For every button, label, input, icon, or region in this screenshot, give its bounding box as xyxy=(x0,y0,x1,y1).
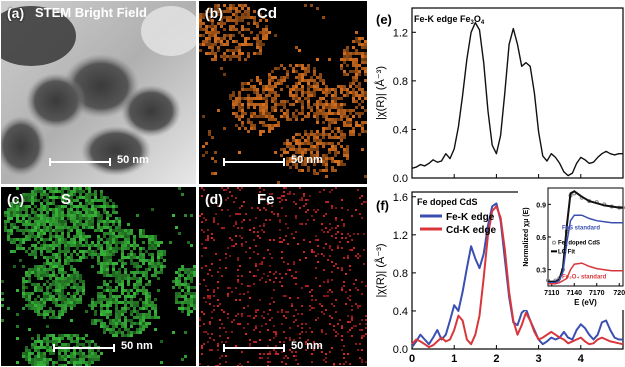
scale-bar-c xyxy=(53,344,115,352)
panel-label-b: (b) xyxy=(205,5,223,21)
inset-series-label-2: FeS standard xyxy=(562,225,600,231)
legend-label-1: Cd-K edge xyxy=(446,225,496,236)
annotation-e: Fe-K edge Fe3O4 xyxy=(414,14,485,26)
cd-map-panel: (b) Cd 50 nm xyxy=(199,1,367,184)
inset-x-tick-label: 7110 xyxy=(544,290,559,297)
panel-title-d: Fe xyxy=(257,191,275,208)
y-axis-label: |χ(R)| (Å⁻³) xyxy=(374,66,387,120)
series-line-0 xyxy=(411,202,623,348)
x-tick-label: 3 xyxy=(536,353,542,365)
map-pixels xyxy=(1,187,196,366)
inset-series-line-2 xyxy=(548,214,623,284)
panel-title-c: S xyxy=(61,191,72,208)
scale-bar-d xyxy=(223,344,285,352)
inset-y-axis-label: Normalized χμ (E) xyxy=(523,207,530,266)
inset-x-tick-label: 720 xyxy=(613,290,625,297)
scale-text-a: 50 nm xyxy=(117,154,149,166)
s-map-panel: (c) S 50 nm xyxy=(1,187,196,366)
inset-x-tick-label: 7140 xyxy=(566,290,582,297)
y-tick-label: 0.0 xyxy=(393,344,408,356)
panel-label-c: (c) xyxy=(7,191,25,207)
panel-label-e: (e) xyxy=(376,12,392,27)
y-tick-label: 0.8 xyxy=(393,268,408,280)
y-tick-label: 1.2 xyxy=(393,230,408,242)
x-tick-label: 1 xyxy=(451,353,457,365)
x-tick-label: 0 xyxy=(409,353,415,365)
chart-f: 0.0 0.4 0.8 1.2 1.6 0 1 2 3 4 |χ(R)| (Å⁻³) (f) Fe do… xyxy=(374,187,625,365)
annotation-f: Fe doped CdS xyxy=(417,197,478,207)
scale-text-d: 50 nm xyxy=(291,340,323,352)
scale-text-c: 50 nm xyxy=(121,340,153,352)
fe-map-image xyxy=(199,187,367,366)
inset-y-tick-label: 0.9 xyxy=(536,202,546,209)
inset-legend-marker xyxy=(552,240,556,245)
y-tick-label: 1.2 xyxy=(393,27,408,39)
scale-bar-b xyxy=(223,158,285,166)
y-tick-label: 0.4 xyxy=(393,306,408,318)
y-axis-label: |χ(R)| (Å⁻³) xyxy=(374,244,387,298)
plot-frame xyxy=(411,7,624,179)
legend-label-0: Fe-K edge xyxy=(446,212,495,223)
inset-y-tick-label: 0.6 xyxy=(536,235,546,242)
inset-series-label-1: LC Fit xyxy=(558,249,575,255)
stem-image xyxy=(1,1,196,184)
y-tick-label: 0.4 xyxy=(393,124,408,136)
cd-map-image xyxy=(199,4,367,184)
inset-y-tick-label: 0.3 xyxy=(536,268,546,275)
map-pixels xyxy=(199,187,367,366)
inset-background xyxy=(518,188,625,310)
panel-label-a: (a) xyxy=(7,5,25,21)
scale-text-b: 50 nm xyxy=(291,154,323,166)
x-tick-label: 2 xyxy=(493,353,499,365)
series-line-0 xyxy=(411,21,623,177)
inset-series-label-0: Fe_doped CdS xyxy=(558,241,600,247)
y-tick-label: 0.8 xyxy=(393,76,408,88)
map-pixels xyxy=(199,4,367,184)
chart-e: 0.0 0.4 0.8 1.2 |χ(R)| (Å⁻³) (e) Fe-K edge Fe3… xyxy=(374,7,624,185)
s-map-image xyxy=(1,187,196,366)
panel-title-b: Cd xyxy=(257,5,277,22)
stem-bright-field-panel: (a) STEM Bright Field 50 nm xyxy=(1,1,196,184)
y-tick-label: 1.6 xyxy=(393,192,408,204)
panel-label-f: (f) xyxy=(376,198,389,213)
x-tick-label: 4 xyxy=(578,353,585,365)
panel-title-a: STEM Bright Field xyxy=(35,5,147,20)
panel-label-d: (d) xyxy=(205,191,223,207)
series-line-1 xyxy=(411,205,624,349)
y-tick-label: 0.0 xyxy=(393,173,408,185)
inset-x-axis-label: E (eV) xyxy=(574,298,597,307)
fe-map-panel: (d) Fe 50 nm xyxy=(199,187,367,366)
inset-series-label-3: Fe₃O₄ standard xyxy=(562,274,607,280)
inset-series-line-3 xyxy=(548,262,623,285)
inset-x-tick-label: 7170 xyxy=(589,290,605,297)
scale-bar-a xyxy=(49,158,111,166)
inset-chart: 0.3 0.6 0.9 7110 7140 7170 720 E (eV) Normalized… xyxy=(518,187,625,310)
